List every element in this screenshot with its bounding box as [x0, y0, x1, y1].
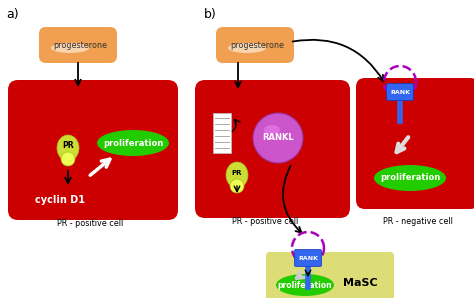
- FancyBboxPatch shape: [356, 78, 474, 209]
- Text: PR: PR: [62, 142, 74, 150]
- Ellipse shape: [264, 125, 280, 135]
- Text: PR: PR: [232, 170, 242, 176]
- FancyBboxPatch shape: [216, 27, 294, 63]
- Ellipse shape: [226, 162, 248, 188]
- Text: RANK: RANK: [390, 89, 410, 94]
- Text: MaSC: MaSC: [343, 278, 377, 288]
- Text: cyclin D1: cyclin D1: [35, 195, 85, 205]
- Text: b): b): [204, 8, 217, 21]
- FancyBboxPatch shape: [213, 113, 231, 153]
- Ellipse shape: [51, 43, 89, 53]
- Ellipse shape: [228, 43, 266, 53]
- Text: PR - negative cell: PR - negative cell: [383, 218, 453, 226]
- Text: progesterone: progesterone: [53, 41, 107, 49]
- Ellipse shape: [276, 274, 334, 296]
- FancyBboxPatch shape: [195, 80, 350, 218]
- Text: proliferation: proliferation: [278, 280, 332, 289]
- Text: RANKL: RANKL: [262, 134, 294, 142]
- Circle shape: [61, 152, 75, 166]
- Circle shape: [230, 179, 244, 193]
- Text: proliferation: proliferation: [103, 139, 163, 148]
- FancyBboxPatch shape: [39, 27, 117, 63]
- FancyBboxPatch shape: [294, 249, 321, 266]
- Ellipse shape: [57, 135, 79, 161]
- Ellipse shape: [374, 165, 446, 191]
- Text: proliferation: proliferation: [380, 173, 440, 182]
- Text: progesterone: progesterone: [230, 41, 284, 49]
- FancyBboxPatch shape: [386, 83, 413, 100]
- Text: PR - positive cell: PR - positive cell: [57, 220, 123, 229]
- Text: RANK: RANK: [298, 255, 318, 260]
- Circle shape: [253, 113, 303, 163]
- Ellipse shape: [97, 130, 169, 156]
- Text: PR - positive cell: PR - positive cell: [232, 218, 298, 226]
- Text: a): a): [6, 8, 18, 21]
- FancyBboxPatch shape: [8, 80, 178, 220]
- FancyBboxPatch shape: [266, 252, 394, 298]
